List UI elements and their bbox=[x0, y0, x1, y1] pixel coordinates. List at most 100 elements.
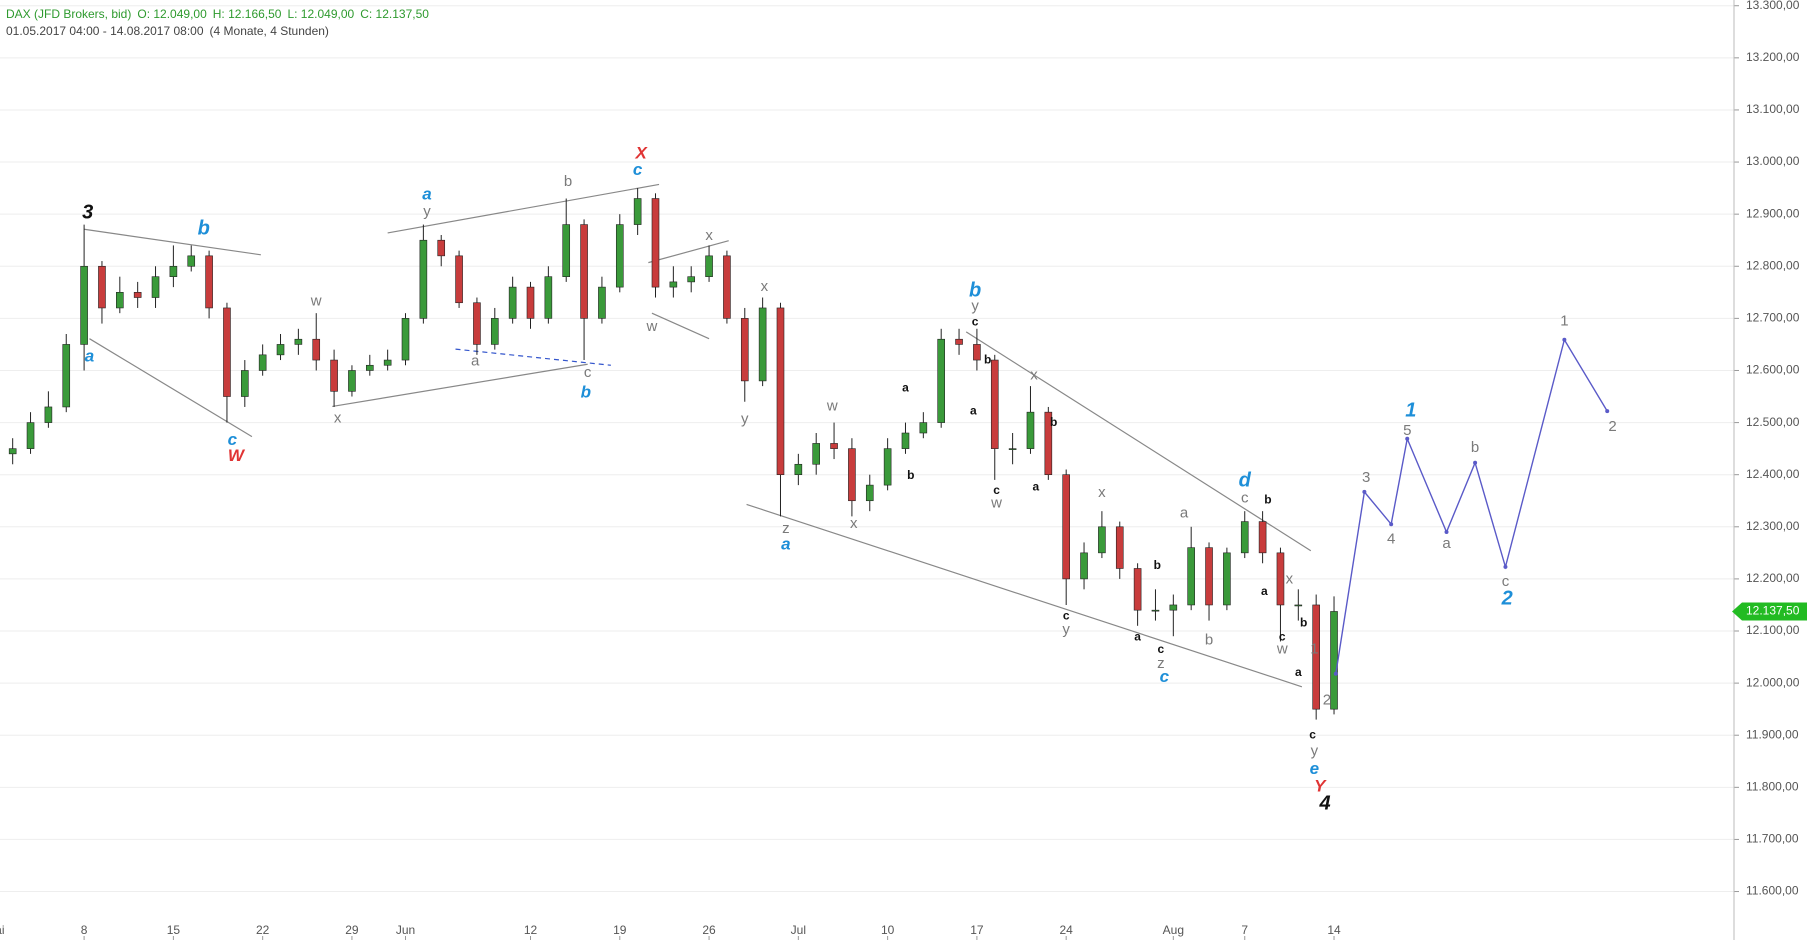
candle-body bbox=[365, 364, 374, 371]
x-tick-label: Aug bbox=[1163, 923, 1184, 937]
wave-label: c bbox=[1157, 642, 1164, 656]
candle-body bbox=[1312, 604, 1320, 710]
wave-label: x bbox=[705, 227, 713, 244]
candle-body bbox=[169, 265, 178, 277]
y-tick-label: 12.500,00 bbox=[1746, 415, 1800, 429]
x-tick-label: 19 bbox=[613, 923, 627, 937]
candle-body bbox=[544, 276, 553, 319]
y-tick-label: 13.200,00 bbox=[1746, 50, 1800, 64]
wave-label: b bbox=[198, 218, 210, 240]
wave-label: c bbox=[584, 364, 592, 381]
trend-line bbox=[332, 363, 588, 408]
wave-label: 2 bbox=[1323, 691, 1331, 708]
candle-body bbox=[1330, 611, 1338, 710]
candle-body bbox=[848, 448, 856, 502]
wave-label: a bbox=[781, 535, 790, 554]
wave-label: x bbox=[1098, 484, 1106, 501]
candle-body bbox=[723, 255, 731, 319]
wave-label: a bbox=[422, 184, 431, 203]
chart-subtitle: 01.05.2017 04:00 - 14.08.2017 08:00 bbox=[6, 24, 204, 38]
candle-body bbox=[330, 359, 338, 392]
candle-body bbox=[116, 292, 124, 309]
x-tick-label: 22 bbox=[256, 923, 270, 937]
wave-label: b bbox=[984, 353, 991, 367]
wave-label: c bbox=[1279, 629, 1286, 643]
x-tick-label: 10 bbox=[881, 923, 895, 937]
candle-body bbox=[812, 443, 820, 465]
candle-body bbox=[151, 276, 160, 298]
wave-label: c bbox=[1160, 667, 1170, 686]
candle-body bbox=[1026, 411, 1035, 449]
wave-label: x bbox=[1286, 570, 1294, 587]
candle-body bbox=[758, 307, 767, 382]
wave-label: c bbox=[633, 160, 643, 179]
candle-body bbox=[187, 255, 196, 267]
wave-label: c bbox=[972, 315, 979, 329]
wave-label: Y bbox=[1314, 776, 1327, 795]
candle-body bbox=[1044, 411, 1053, 475]
trend-line bbox=[651, 312, 710, 340]
y-tick-label: 13.100,00 bbox=[1746, 102, 1800, 116]
wave-label: y bbox=[971, 297, 979, 314]
wave-label: a bbox=[1032, 479, 1039, 493]
wave-label: b bbox=[1471, 439, 1479, 456]
y-tick-label: 12.200,00 bbox=[1746, 571, 1800, 585]
ohlc-open: O: 12.049,00 bbox=[137, 7, 207, 21]
candle-body bbox=[1133, 568, 1142, 611]
candle-body bbox=[419, 239, 428, 319]
wave-label: a bbox=[1442, 535, 1451, 552]
candle-body bbox=[1187, 547, 1195, 606]
chart-span: (4 Monate, 4 Stunden) bbox=[209, 24, 329, 38]
wave-label: x bbox=[850, 515, 858, 532]
wave-label: 5 bbox=[1403, 422, 1411, 439]
candle-body bbox=[473, 302, 481, 345]
candle-body bbox=[133, 292, 142, 298]
header-line: 01.05.2017 04:00 - 14.08.2017 08:00 (4 Mo… bbox=[6, 23, 435, 40]
candle-body bbox=[294, 338, 303, 345]
candle-body bbox=[526, 286, 535, 319]
wave-label: 2 bbox=[1501, 588, 1513, 610]
trend-line bbox=[746, 503, 1303, 688]
y-tick-label: 12.600,00 bbox=[1746, 363, 1800, 377]
candle-body bbox=[383, 359, 392, 366]
y-tick-label: 12.100,00 bbox=[1746, 623, 1800, 637]
wave-label: a bbox=[970, 403, 977, 417]
candle-body bbox=[919, 422, 928, 434]
candle-body bbox=[937, 338, 945, 423]
candle-body bbox=[651, 198, 660, 288]
y-tick-label: 11.700,00 bbox=[1746, 832, 1799, 846]
candle-body bbox=[1169, 604, 1178, 611]
projection-point bbox=[1405, 436, 1410, 441]
wave-label: 4 bbox=[1387, 530, 1395, 547]
wave-label: w bbox=[990, 494, 1002, 511]
trend-line bbox=[387, 183, 660, 234]
candle-body bbox=[80, 265, 88, 345]
candle-body bbox=[312, 338, 321, 361]
candle-body bbox=[258, 354, 267, 371]
wave-label: w bbox=[1276, 641, 1288, 658]
candle-body bbox=[455, 255, 463, 304]
candle-body bbox=[1080, 552, 1088, 580]
wave-label: b bbox=[1264, 492, 1271, 506]
candle-body bbox=[1258, 521, 1267, 554]
candle-body bbox=[26, 422, 35, 449]
y-tick-label: 12.800,00 bbox=[1746, 258, 1800, 272]
candle-body bbox=[223, 307, 231, 397]
y-tick-label: 13.000,00 bbox=[1746, 154, 1800, 168]
x-tick-label: 14 bbox=[1327, 923, 1341, 937]
x-tick-label: 17 bbox=[970, 923, 984, 937]
wave-label: c bbox=[993, 483, 1000, 497]
y-tick-label: 12.000,00 bbox=[1746, 675, 1800, 689]
wave-label: a bbox=[471, 353, 480, 370]
x-tick-label: 7 bbox=[1241, 923, 1248, 937]
candle-body bbox=[508, 286, 517, 319]
chart-title: DAX (JFD Brokers, bid) bbox=[6, 7, 132, 21]
wave-label: X bbox=[635, 144, 649, 163]
projection-point bbox=[1562, 337, 1567, 342]
wave-label: b bbox=[1300, 615, 1307, 629]
wave-label: e bbox=[1310, 759, 1319, 778]
wave-label: x bbox=[334, 409, 342, 426]
wave-label: y bbox=[1062, 621, 1070, 638]
